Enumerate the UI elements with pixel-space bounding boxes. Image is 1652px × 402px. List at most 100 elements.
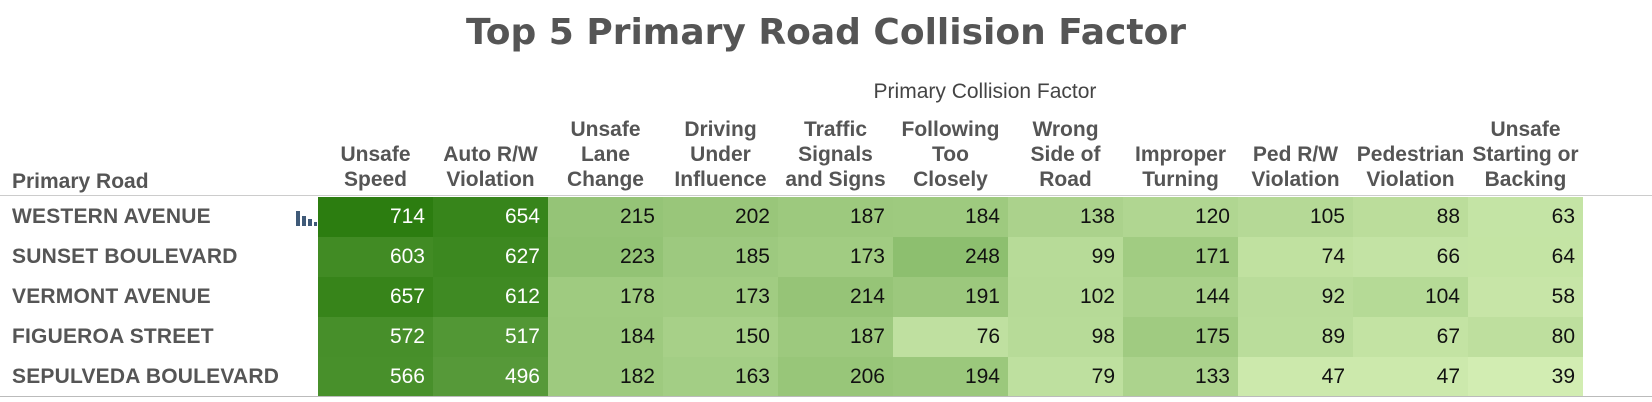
column-header-line: Unsafe [1490, 118, 1561, 141]
bar-chart-icon[interactable] [294, 208, 318, 228]
column-header-line: Improper [1134, 143, 1226, 166]
heatmap-cell: 39 [1468, 357, 1583, 397]
column-header-line: Too [932, 143, 969, 166]
column-header-line: Closely [913, 168, 988, 191]
row-label: WESTERN AVENUE [12, 205, 211, 228]
column-header: Traffic Signals and Signs [778, 114, 893, 192]
heatmap-cell: 612 [433, 277, 548, 317]
column-header-line: Speed [343, 168, 408, 191]
heatmap-cell: 66 [1353, 237, 1468, 277]
column-header-line: Lane [580, 143, 630, 166]
heatmap-cell: 105 [1238, 197, 1353, 237]
column-header: Unsafe Lane Change [548, 114, 663, 192]
column-header-line: Signals [798, 143, 873, 166]
column-header-line: Traffic [803, 118, 868, 141]
column-header: Pedestrian Violation [1353, 114, 1468, 192]
column-header-line: Violation [1251, 168, 1340, 191]
column-dimension-label: Primary Collision Factor [873, 80, 1097, 103]
heatmap-cell: 102 [1008, 277, 1123, 317]
column-header-line: Backing [1484, 168, 1567, 191]
heatmap-cell: 603 [318, 237, 433, 277]
column-header-line: Turning [1142, 168, 1219, 191]
heatmap-cell: 67 [1353, 317, 1468, 357]
column-header-line: Violation [446, 168, 535, 191]
heatmap-cell: 80 [1468, 317, 1583, 357]
column-header-line: Auto R/W [443, 143, 538, 166]
heatmap-cell: 572 [318, 317, 433, 357]
column-header-line: Change [566, 168, 644, 191]
heatmap-cell: 657 [318, 277, 433, 317]
heatmap-cell: 150 [663, 317, 778, 357]
heatmap-cell: 63 [1468, 197, 1583, 237]
column-header: Improper Turning [1123, 114, 1238, 192]
column-header-line: Under [690, 143, 751, 166]
heatmap-cell: 133 [1123, 357, 1238, 397]
column-header-line: Driving [684, 118, 757, 141]
heatmap-cell: 654 [433, 197, 548, 237]
heatmap-cell: 184 [548, 317, 663, 357]
heatmap-cell: 173 [778, 237, 893, 277]
bottom-divider [0, 396, 1652, 397]
heatmap-cell: 98 [1008, 317, 1123, 357]
column-header-line: Violation [1366, 168, 1455, 191]
heatmap-cell: 173 [663, 277, 778, 317]
heatmap-cell: 92 [1238, 277, 1353, 317]
heatmap-cell: 64 [1468, 237, 1583, 277]
heatmap-cell: 178 [548, 277, 663, 317]
heatmap-cell: 120 [1123, 197, 1238, 237]
column-header-line: Unsafe [340, 143, 411, 166]
heatmap-cell: 202 [663, 197, 778, 237]
heatmap-cell: 76 [893, 317, 1008, 357]
heatmap-cell: 187 [778, 317, 893, 357]
heatmap-cell: 214 [778, 277, 893, 317]
heatmap-cell: 714 [318, 197, 433, 237]
column-header: Unsafe Starting or Backing [1468, 114, 1583, 192]
heatmap-cell: 496 [433, 357, 548, 397]
heatmap-cell: 185 [663, 237, 778, 277]
column-header: Auto R/W Violation [433, 114, 548, 192]
heatmap-cell: 517 [433, 317, 548, 357]
heatmap-cell: 184 [893, 197, 1008, 237]
heatmap-cell: 74 [1238, 237, 1353, 277]
column-header-line: Side of [1030, 143, 1101, 166]
heatmap-cell: 79 [1008, 357, 1123, 397]
heatmap-cell: 182 [548, 357, 663, 397]
header-divider [0, 195, 1652, 196]
column-header-line: Influence [674, 168, 767, 191]
heatmap-cell: 144 [1123, 277, 1238, 317]
column-header-line: Unsafe [570, 118, 641, 141]
heatmap-cell: 47 [1353, 357, 1468, 397]
column-header-line: Wrong [1032, 118, 1099, 141]
heatmap-cell: 223 [548, 237, 663, 277]
heatmap-cell: 215 [548, 197, 663, 237]
row-label: FIGUEROA STREET [12, 325, 214, 348]
row-label: SUNSET BOULEVARD [12, 245, 238, 268]
heatmap-cell: 104 [1353, 277, 1468, 317]
column-header-line: Following [901, 118, 1000, 141]
column-header-line: Road [1039, 168, 1092, 191]
heatmap-cell: 191 [893, 277, 1008, 317]
heatmap-cell: 187 [778, 197, 893, 237]
column-header: Ped R/W Violation [1238, 114, 1353, 192]
column-header-line: and Signs [785, 168, 886, 191]
column-header: Following Too Closely [893, 114, 1008, 192]
heatmap-cell: 47 [1238, 357, 1353, 397]
column-header-line: Pedestrian [1356, 143, 1465, 166]
heatmap-cell: 138 [1008, 197, 1123, 237]
heatmap-cell: 89 [1238, 317, 1353, 357]
heatmap-cell: 627 [433, 237, 548, 277]
heatmap-cell: 163 [663, 357, 778, 397]
column-header: Driving Under Influence [663, 114, 778, 192]
heatmap-cell: 206 [778, 357, 893, 397]
heatmap-cell: 99 [1008, 237, 1123, 277]
column-header: Unsafe Speed [318, 114, 433, 192]
heatmap-cell: 175 [1123, 317, 1238, 357]
heatmap-cell: 194 [893, 357, 1008, 397]
chart-title: Top 5 Primary Road Collision Factor [465, 12, 1187, 53]
row-dimension-label: Primary Road [12, 170, 149, 193]
heatmap-cell: 88 [1353, 197, 1468, 237]
row-label: SEPULVEDA BOULEVARD [12, 365, 280, 388]
column-header-line: Ped R/W [1252, 143, 1339, 166]
heatmap-cell: 58 [1468, 277, 1583, 317]
heatmap-cell: 566 [318, 357, 433, 397]
